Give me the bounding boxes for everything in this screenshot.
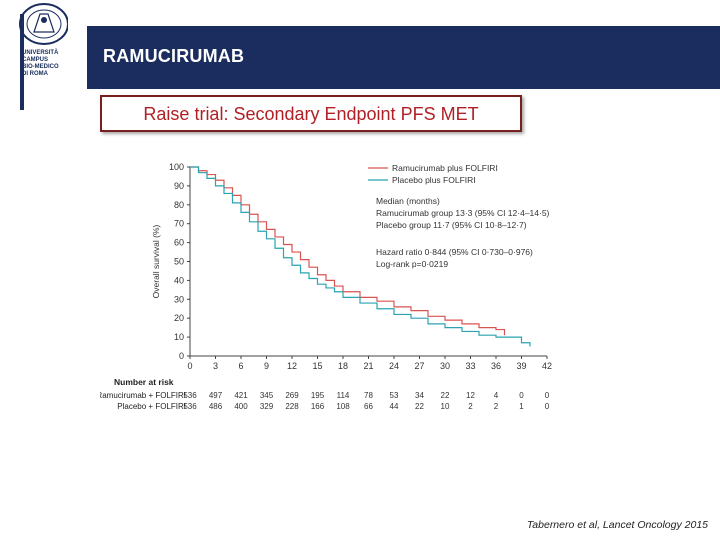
risk-value: 114 [337,391,350,400]
x-tick-label: 6 [238,361,243,371]
y-tick-label: 40 [174,275,184,285]
risk-value: 497 [209,391,223,400]
risk-value: 78 [364,391,373,400]
logo-line-2: CAMPUS [22,57,49,63]
y-tick-label: 60 [174,238,184,248]
x-tick-label: 27 [414,361,424,371]
subtitle-box: Raise trial: Secondary Endpoint PFS MET [100,95,522,132]
chart-series [190,166,531,347]
risk-value: 4 [494,391,499,400]
risk-value: 329 [260,402,274,411]
y-tick-label: 90 [174,181,184,191]
risk-value: 421 [234,391,248,400]
y-tick-label: 30 [174,294,184,304]
y-tick-label: 100 [169,162,184,172]
risk-value: 44 [390,402,399,411]
x-tick-label: 18 [338,361,348,371]
page-title: RAMUCIRUMAB [103,46,245,66]
citation: Tabernero et al, Lancet Oncology 2015 [526,519,708,531]
median-title: Median (months) [376,196,440,206]
y-tick-label: 50 [174,257,184,267]
risk-value: 536 [183,402,197,411]
risk-value: 195 [311,391,325,400]
university-logo: UNIVERSITÀ CAMPUS BIO-MEDICO DI ROMA [0,0,89,112]
risk-row-label: Placebo + FOLFIRI [117,402,186,411]
risk-value: 53 [390,391,399,400]
y-tick-label: 80 [174,200,184,210]
y-tick-label: 20 [174,313,184,323]
risk-value: 66 [364,402,373,411]
x-tick-label: 3 [213,361,218,371]
risk-value: 2 [468,402,473,411]
risk-row-label: Ramucirumab + FOLFIRI [100,391,186,400]
risk-value: 166 [311,402,325,411]
risk-value: 1 [519,402,524,411]
risk-value: 2 [494,402,499,411]
risk-value: 12 [466,391,475,400]
logo-bar [20,14,24,110]
x-tick-label: 36 [491,361,501,371]
risk-value: 486 [209,402,223,411]
x-tick-label: 0 [187,361,192,371]
x-tick-label: 24 [389,361,399,371]
risk-value: 10 [441,402,450,411]
legend-label-ramucirumab: Ramucirumab plus FOLFIRI [392,163,498,173]
logo-line-4: DI ROMA [22,71,48,77]
y-tick-label: 0 [179,351,184,361]
median-ramucirumab: Ramucirumab group 13·3 (95% CI 12·4–14·5… [376,208,550,218]
series-line-ramucirumab [190,166,506,336]
risk-value: 108 [336,402,350,411]
y-axis-label: Overall survival (%) [151,224,161,298]
title-banner: RAMUCIRUMAB [87,26,720,89]
risk-value: 269 [285,391,299,400]
logo-line-3: BIO-MEDICO [22,64,59,70]
risk-value: 0 [545,391,550,400]
x-tick-label: 15 [312,361,322,371]
y-tick-label: 70 [174,219,184,229]
series-line-placebo [190,166,531,347]
legend-label-placebo: Placebo plus FOLFIRI [392,175,476,185]
x-tick-label: 39 [516,361,526,371]
x-tick-label: 12 [287,361,297,371]
x-tick-label: 9 [264,361,269,371]
risk-table-title: Number at risk [114,377,174,387]
risk-value: 22 [441,391,450,400]
chart-legend: Ramucirumab plus FOLFIRI Placebo plus FO… [368,163,550,269]
risk-value: 400 [234,402,248,411]
risk-value: 34 [415,391,424,400]
median-placebo: Placebo group 11·7 (95% CI 10·8–12·7) [376,220,527,230]
risk-value: 0 [545,402,550,411]
logrank-p: Log-rank p=0·0219 [376,259,448,269]
risk-value: 0 [519,391,524,400]
risk-value: 22 [415,402,424,411]
risk-value: 345 [260,391,274,400]
y-tick-label: 10 [174,332,184,342]
risk-value: 536 [183,391,197,400]
x-tick-label: 30 [440,361,450,371]
logo-line-1: UNIVERSITÀ [22,50,59,56]
x-tick-label: 42 [542,361,552,371]
x-tick-label: 33 [465,361,475,371]
hazard-ratio: Hazard ratio 0·844 (95% CI 0·730–0·976) [376,247,533,257]
x-tick-label: 21 [363,361,373,371]
slide-subtitle: Raise trial: Secondary Endpoint PFS MET [143,104,479,124]
university-seal-icon [19,3,68,45]
logo-text: UNIVERSITÀ CAMPUS BIO-MEDICO DI ROMA [22,50,70,78]
risk-value: 228 [285,402,299,411]
